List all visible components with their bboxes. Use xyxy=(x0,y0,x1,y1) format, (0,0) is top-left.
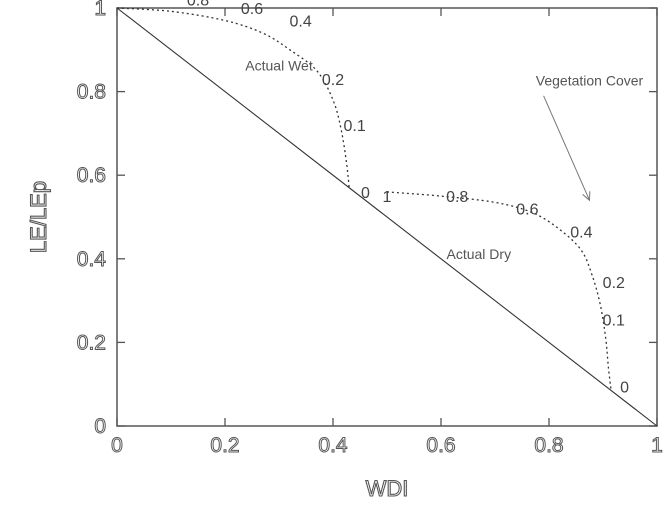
actual-wet-label: Actual Wet xyxy=(245,58,313,74)
dry-cover-label: 0.2 xyxy=(603,275,625,292)
x-axis-title: WDI xyxy=(366,476,409,501)
wet-cover-label: 0.4 xyxy=(289,14,311,31)
wet-cover-label: 0.1 xyxy=(343,118,365,135)
dry-cover-label: 0.8 xyxy=(446,189,468,206)
x-tick-label: 0.6 xyxy=(426,434,455,457)
plot-frame xyxy=(116,7,658,427)
x-tick-label: 0.4 xyxy=(318,434,348,457)
y-tick-label: 1 xyxy=(94,0,106,20)
x-tick-labels: 0 0.2 0.4 0.6 0.8 1 xyxy=(111,434,664,458)
dry-cover-label: 1 xyxy=(383,189,392,206)
actual-dry-label: Actual Dry xyxy=(447,246,512,262)
x-tick-label: 1 xyxy=(651,434,663,457)
vegetation-cover-label: Vegetation Cover xyxy=(536,72,644,88)
plot-area: 0 0.2 0.4 0.6 0.8 1 0 0.2 0.4 0.6 0.8 1 1 0.8 0.6 0.4… xyxy=(76,0,664,458)
x-tick-label: 0 xyxy=(111,434,123,457)
x-tick-label: 0.8 xyxy=(534,434,563,457)
x-tick-label: 0.2 xyxy=(210,434,239,457)
dry-cover-label: 0.4 xyxy=(570,225,592,242)
series-line-dry-curve xyxy=(386,191,612,391)
y-axis-title: LE/LEp xyxy=(26,181,51,253)
series-line-wet-curve xyxy=(116,7,350,188)
annotations: 10.80.60.40.20.1010.80.60.40.20.10Actual… xyxy=(123,0,643,396)
dry-cover-label: 0.1 xyxy=(603,312,625,329)
dry-cover-label: 0 xyxy=(620,379,629,396)
wet-cover-label: 1 xyxy=(123,0,132,3)
vegetation-cover-arrow xyxy=(543,95,590,201)
y-tick-labels: 0 0.2 0.4 0.6 0.8 1 xyxy=(76,0,107,439)
y-tick-label: 0.6 xyxy=(77,164,106,187)
y-tick-label: 0 xyxy=(94,415,106,438)
y-tick-label: 0.8 xyxy=(77,81,106,104)
series-lines xyxy=(116,7,658,427)
tick-marks xyxy=(116,7,658,427)
wet-cover-label: 0.6 xyxy=(241,1,263,18)
dry-cover-label: 0.6 xyxy=(516,202,538,219)
series-line-diagonal xyxy=(116,7,658,427)
vegetation-cover-arrowhead xyxy=(582,191,591,202)
wet-cover-label: 0.2 xyxy=(322,72,344,89)
y-tick-label: 0.4 xyxy=(77,248,107,271)
wet-cover-label: 0.8 xyxy=(187,0,209,10)
y-tick-label: 0.2 xyxy=(77,331,106,354)
wet-cover-label: 0 xyxy=(361,185,370,202)
